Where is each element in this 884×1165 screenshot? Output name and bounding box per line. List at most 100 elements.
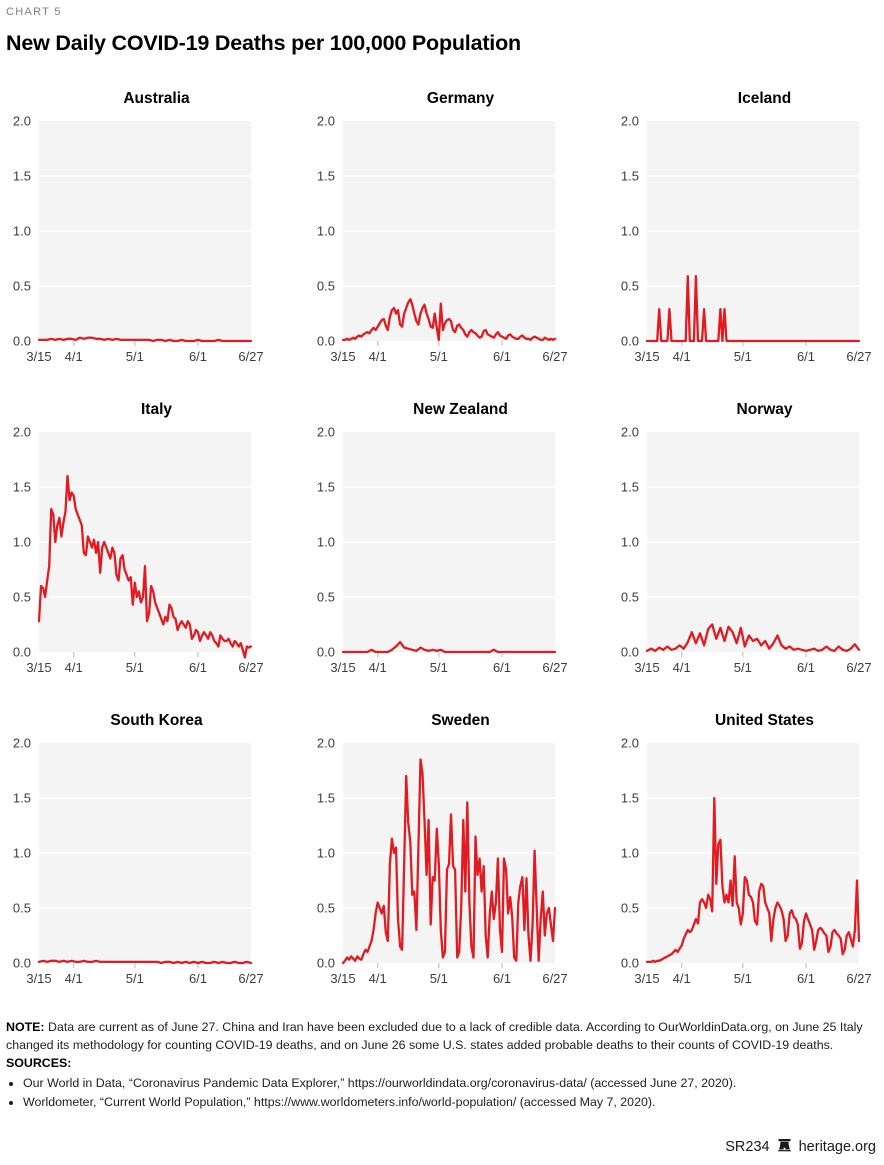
x-tick-label: 4/1 <box>673 660 691 675</box>
x-tick-label: 6/27 <box>846 349 871 364</box>
x-tick-label: 3/15 <box>330 660 355 675</box>
x-tick-label: 6/1 <box>189 660 207 675</box>
y-tick-label: 1.0 <box>13 846 31 861</box>
site-name: heritage.org <box>798 1138 876 1155</box>
subplot-title: Iceland <box>737 90 792 107</box>
subplot-plot-area: 0.0 0.5 1.0 1.5 2.0 3/15 4/1 5/1 6/1 6/27 <box>6 114 274 367</box>
x-tick-label: 6/27 <box>542 349 567 364</box>
x-tick-label: 4/1 <box>369 349 387 364</box>
subplot-title: United States <box>714 712 815 729</box>
x-tick-label: 3/15 <box>26 349 51 364</box>
x-tick-label: 6/27 <box>238 660 263 675</box>
x-tick-label: 6/27 <box>846 971 871 986</box>
australia-plot-svg: 0.0 0.5 1.0 1.5 2.0 3/15 4/1 5/1 6/1 6/27 <box>13 114 264 365</box>
x-tick-label: 6/1 <box>797 660 815 675</box>
x-tick-label: 6/1 <box>493 660 511 675</box>
y-tick-label: 2.0 <box>13 114 31 129</box>
subplot-title: Australia <box>123 90 190 107</box>
x-tick-label: 6/27 <box>238 971 263 986</box>
sources-list: Our World in Data, “Coronavirus Pandemic… <box>6 1075 876 1112</box>
germany-line-series <box>341 298 557 342</box>
y-tick-label: 1.0 <box>13 224 31 239</box>
norway-plot-svg: 0.0 0.5 1.0 1.5 2.0 3/15 4/1 5/1 6/1 6/27 <box>621 425 872 676</box>
x-tick-label: 6/1 <box>189 349 207 364</box>
south-korea-plot-svg: 0.0 0.5 1.0 1.5 2.0 3/15 4/1 5/1 6/1 6/27 <box>13 736 264 987</box>
y-tick-label: 2.0 <box>13 736 31 751</box>
x-tick-label: 6/1 <box>797 971 815 986</box>
y-tick-label: 1.5 <box>621 169 639 184</box>
x-tick-label: 4/1 <box>369 971 387 986</box>
x-tick-label: 4/1 <box>673 349 691 364</box>
italy-plot-svg: 0.0 0.5 1.0 1.5 2.0 3/15 4/1 5/1 6/1 6/27 <box>13 425 264 676</box>
page-title: New Daily COVID-19 Deaths per 100,000 Po… <box>6 31 521 55</box>
x-tick-label: 6/1 <box>493 349 511 364</box>
y-tick-label: 1.0 <box>317 535 335 550</box>
x-tick-label: 3/15 <box>634 660 659 675</box>
x-tick-label: 5/1 <box>126 349 144 364</box>
y-tick-label: 1.0 <box>317 224 335 239</box>
y-tick-label: 0.5 <box>621 279 639 294</box>
south-korea-line-series <box>37 959 253 965</box>
y-tick-label: 1.5 <box>621 480 639 495</box>
x-tick-label: 6/27 <box>542 660 567 675</box>
x-tick-label: 3/15 <box>634 349 659 364</box>
y-tick-label: 0.0 <box>621 956 639 971</box>
x-tick-label: 6/1 <box>797 349 815 364</box>
subplot-new-zealand: New Zealand 0.0 0.5 1.0 1.5 2.0 3/15 4/1 5/1 6/1… <box>310 401 578 678</box>
y-tick-label: 1.5 <box>317 169 335 184</box>
y-tick-label: 0.5 <box>621 590 639 605</box>
y-tick-label: 0.5 <box>13 590 31 605</box>
y-tick-label: 1.5 <box>13 169 31 184</box>
subplot-plot-area: 0.0 0.5 1.0 1.5 2.0 3/15 4/1 5/1 6/1 6/27 <box>614 114 882 367</box>
subplot-plot-area: 0.0 0.5 1.0 1.5 2.0 3/15 4/1 5/1 6/1 6/27 <box>310 114 578 367</box>
y-tick-label: 1.5 <box>13 480 31 495</box>
united-states-line-series <box>645 796 861 964</box>
footer: SR234 heritage.org <box>6 1138 876 1156</box>
chart-kicker: CHART 5 <box>6 6 62 18</box>
subplot-title: Italy <box>140 401 172 418</box>
subplot-plot-area: 0.0 0.5 1.0 1.5 2.0 3/15 4/1 5/1 6/1 6/27 <box>310 736 578 989</box>
y-tick-label: 1.0 <box>13 535 31 550</box>
x-tick-label: 6/1 <box>189 971 207 986</box>
subplot-united-states: United States 0.0 0.5 1.0 1.5 2.0 3/15 4/1 5/1 6… <box>614 712 882 989</box>
x-tick-label: 3/15 <box>330 971 355 986</box>
y-tick-label: 0.0 <box>621 645 639 660</box>
australia-line-series <box>37 336 253 343</box>
subplot-plot-area: 0.0 0.5 1.0 1.5 2.0 3/15 4/1 5/1 6/1 6/27 <box>6 425 274 678</box>
x-tick-label: 4/1 <box>65 660 83 675</box>
y-tick-label: 1.0 <box>317 846 335 861</box>
x-tick-label: 5/1 <box>734 971 752 986</box>
y-tick-label: 2.0 <box>621 425 639 440</box>
y-tick-label: 1.0 <box>621 846 639 861</box>
source-item: Worldometer, “Current World Population,”… <box>23 1094 876 1111</box>
y-tick-label: 2.0 <box>621 736 639 751</box>
subplot-australia: Australia 0.0 0.5 1.0 1.5 2.0 3/15 4/1 5/1 6/1 6/… <box>6 90 274 367</box>
subplot-sweden: Sweden 0.0 0.5 1.0 1.5 2.0 3/15 4/1 5/1 6/1 6/27 <box>310 712 578 989</box>
y-tick-label: 1.5 <box>621 791 639 806</box>
x-tick-label: 5/1 <box>126 971 144 986</box>
norway-line-series <box>645 623 861 653</box>
y-tick-label: 0.0 <box>317 334 335 349</box>
subplot-plot-area: 0.0 0.5 1.0 1.5 2.0 3/15 4/1 5/1 6/1 6/27 <box>6 736 274 989</box>
subplot-title: Sweden <box>431 712 490 729</box>
sources-label: SOURCES: <box>6 1056 72 1071</box>
y-tick-label: 2.0 <box>317 114 335 129</box>
y-tick-label: 0.5 <box>13 901 31 916</box>
y-tick-label: 1.0 <box>621 535 639 550</box>
x-tick-label: 6/27 <box>846 660 871 675</box>
subplot-title: Norway <box>736 401 793 418</box>
subplot-title: Germany <box>426 90 495 107</box>
x-tick-label: 5/1 <box>734 660 752 675</box>
germany-plot-svg: 0.0 0.5 1.0 1.5 2.0 3/15 4/1 5/1 6/1 6/27 <box>317 114 568 365</box>
subplot-plot-area: 0.0 0.5 1.0 1.5 2.0 3/15 4/1 5/1 6/1 6/27 <box>614 736 882 989</box>
y-tick-label: 0.0 <box>317 956 335 971</box>
report-id: SR234 <box>725 1138 770 1155</box>
x-tick-label: 6/27 <box>542 971 567 986</box>
y-tick-label: 0.5 <box>317 279 335 294</box>
sweden-line-series <box>341 758 557 965</box>
x-tick-label: 4/1 <box>65 349 83 364</box>
x-tick-label: 4/1 <box>673 971 691 986</box>
subplot-plot-area: 0.0 0.5 1.0 1.5 2.0 3/15 4/1 5/1 6/1 6/27 <box>614 425 882 678</box>
y-tick-label: 0.5 <box>621 901 639 916</box>
y-tick-label: 2.0 <box>317 425 335 440</box>
